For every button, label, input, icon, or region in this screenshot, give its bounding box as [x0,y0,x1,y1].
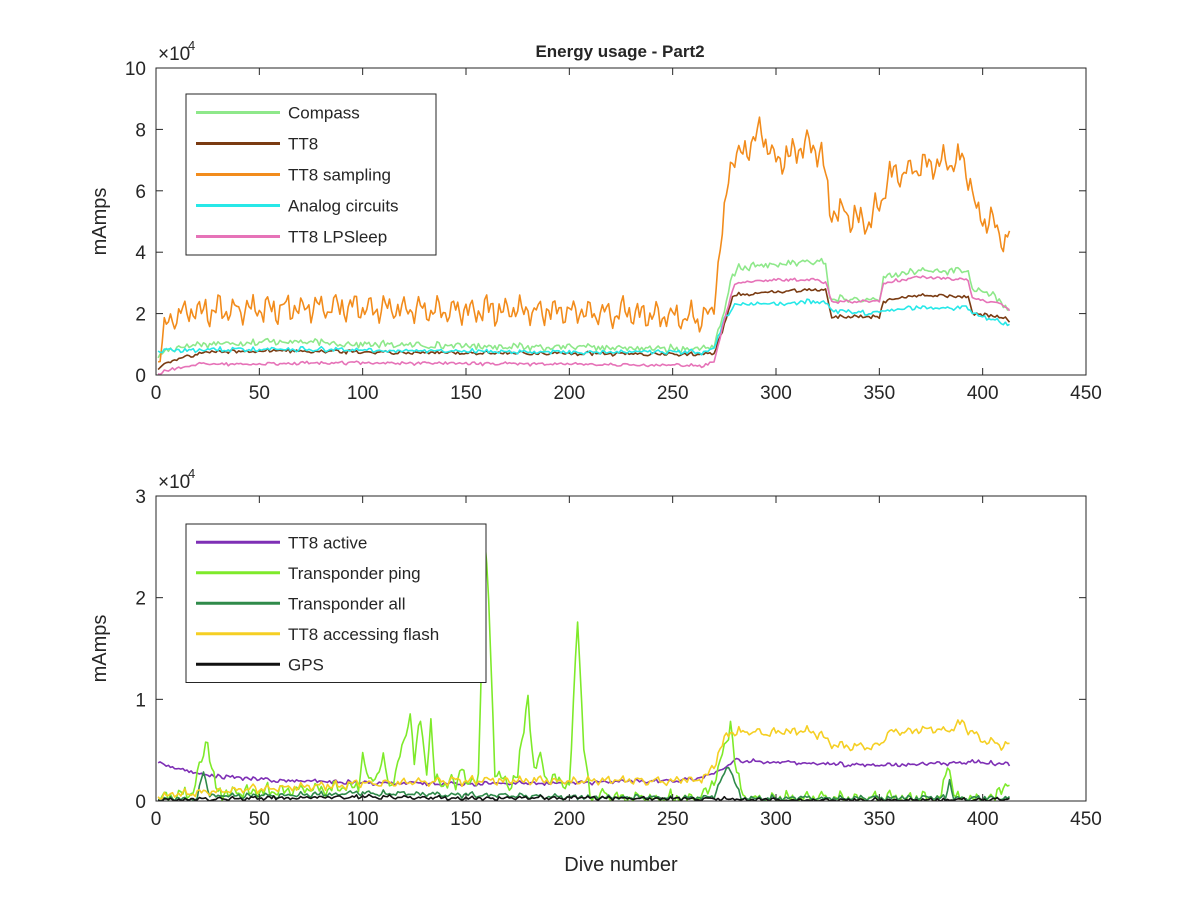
series-line-compass [157,257,1010,359]
x-tick-label: 150 [450,383,482,404]
legend: TT8 active Transponder ping Transponder al… [185,523,487,683]
y-axis-label: mAmps [89,615,111,683]
x-tick-label: 300 [760,809,792,830]
x-tick-label: 150 [450,809,482,830]
y-tick-label: 6 [135,182,146,203]
y-tick-label: 2 [135,589,146,610]
axes-box [155,67,1087,376]
bottom-plot: 0 50 100 150 200 250 300 350 400 450 0 1 2 3 ×104 mAmps… [89,466,1102,876]
x-tick-label: 250 [657,383,689,404]
y-tick-label: 2 [135,305,146,326]
legend-label-tt8: TT8 [288,135,318,154]
legend-label-tt8-lpsleep: TT8 LPSleep [288,228,387,247]
x-tick-label: 250 [657,809,689,830]
chart-title: Energy usage - Part2 [535,42,704,61]
legend-label-transponder-all: Transponder all [288,594,406,613]
legend-label-tt8-accessing-flash: TT8 accessing flash [288,625,439,644]
x-tick-label: 200 [553,809,585,830]
y-tick-label: 8 [135,120,146,141]
y-exponent-power: 4 [188,38,195,53]
legend-box [185,523,487,683]
series-line-tt8-lpsleep [157,275,1011,375]
top-plot: 0 50 100 150 200 250 300 350 400 4500246810×104mA… [89,38,1102,404]
y-tick-label: 3 [135,487,146,508]
y-axis-label: mAmps [89,188,111,256]
axes-box [155,495,1087,802]
legend-label-gps: GPS [288,655,324,674]
series-line-analog-circuits [157,298,1010,356]
y-exponent-power: 4 [188,466,195,481]
legend: Compass TT8 TT8 sampling Analog circuits TT8… [185,93,437,256]
x-tick-label: 350 [863,383,895,404]
y-tick-label: 0 [135,366,146,387]
y-exponent-label: ×10 [158,472,190,493]
x-axis-label: Dive number [564,854,678,876]
x-tick-label: 0 [151,383,162,404]
x-tick-label: 0 [151,809,162,830]
legend-label-transponder-ping: Transponder ping [288,564,421,583]
series-group [157,116,1011,375]
y-tick-label: 1 [135,690,146,711]
x-tick-label: 50 [249,809,270,830]
y-exponent-label: ×10 [158,44,190,65]
x-tick-label: 450 [1070,383,1102,404]
x-tick-label: 450 [1070,809,1102,830]
y-tick-label: 4 [135,243,146,264]
legend-label-tt8-sampling: TT8 sampling [288,166,391,185]
legend-label-tt8-active: TT8 active [288,533,367,552]
x-tick-label: 400 [967,383,999,404]
x-tick-label: 50 [249,383,270,404]
legend-label-analog-circuits: Analog circuits [288,197,399,216]
y-tick-label: 0 [135,792,146,813]
x-tick-label: 100 [347,809,379,830]
legend-label-compass: Compass [288,104,360,123]
x-tick-label: 100 [347,383,379,404]
series-line-tt8-sampling [158,116,1011,363]
y-tick-label: 10 [125,59,146,80]
x-tick-label: 350 [863,809,895,830]
x-tick-label: 200 [553,383,585,404]
series-line-tt8-accessing-flash [157,719,1010,800]
series-line-transponder-all [158,766,1011,801]
x-tick-label: 300 [760,383,792,404]
x-tick-label: 400 [967,809,999,830]
